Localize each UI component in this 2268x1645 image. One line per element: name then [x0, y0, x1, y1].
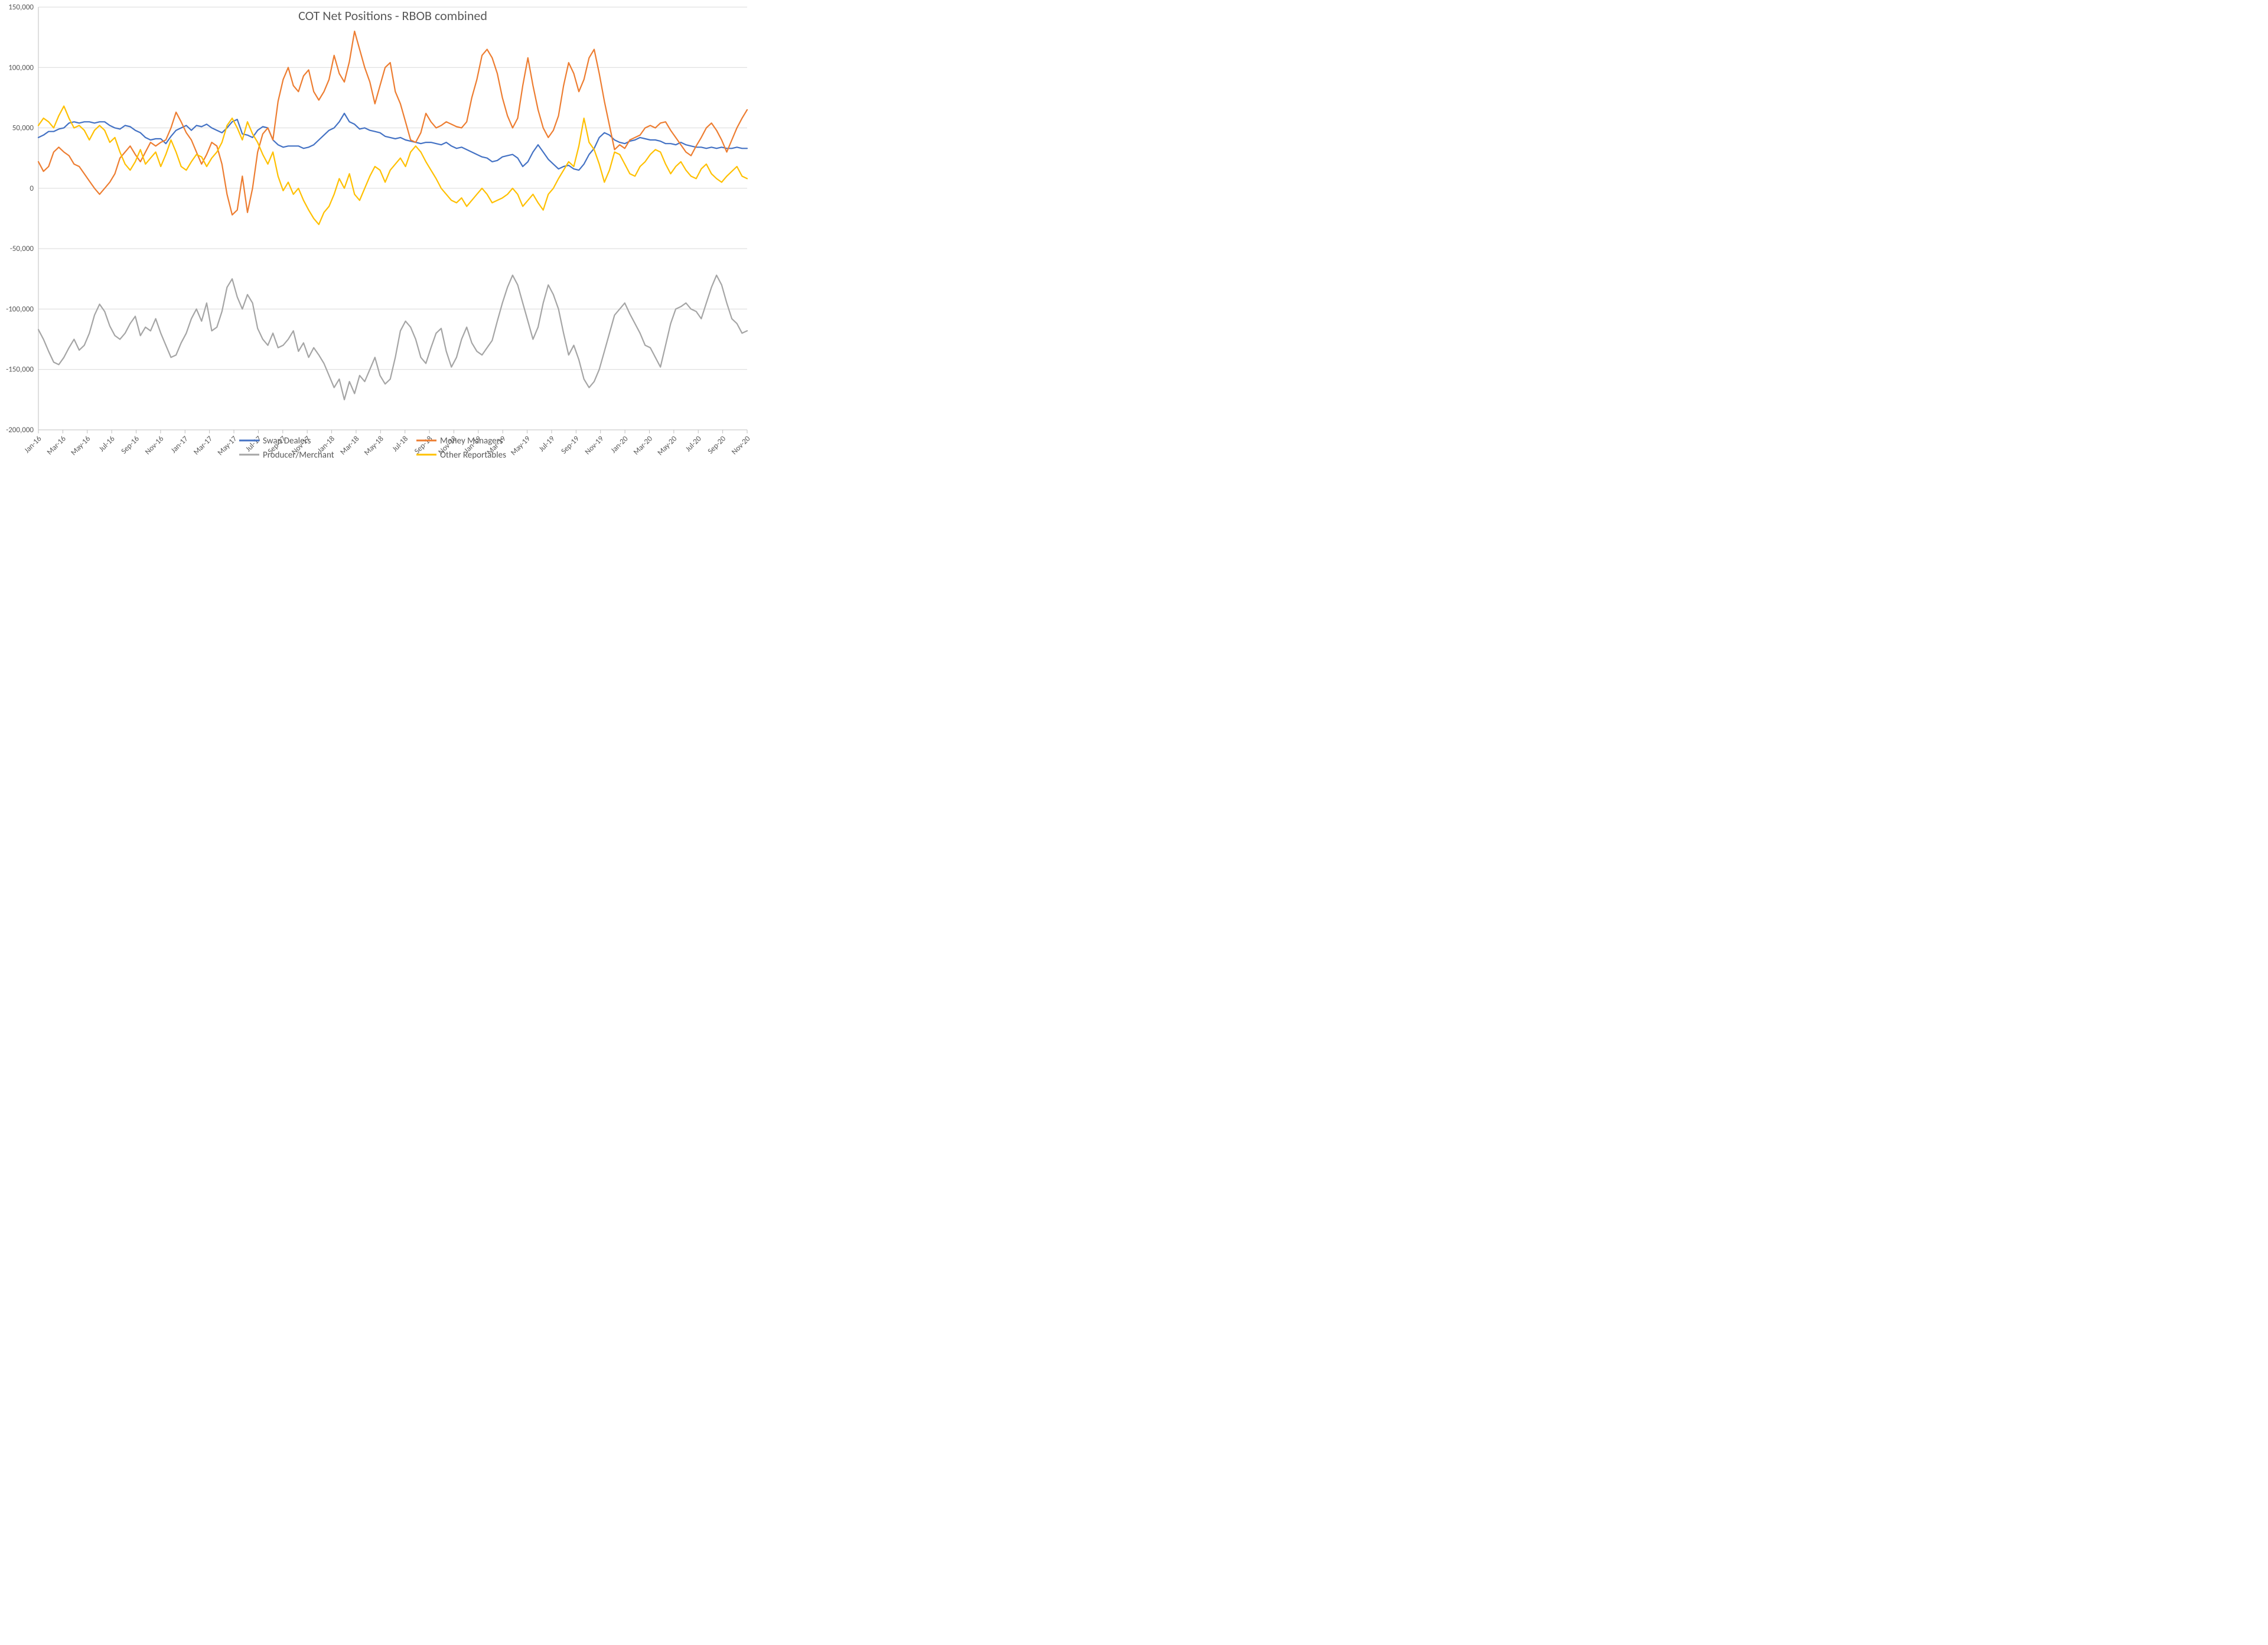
y-tick-label: 0 [30, 184, 34, 193]
chart-svg: -200,000 -150,000 -100,000 -50,000 0 50,000 10… [0, 0, 756, 548]
y-tick-label: -50,000 [10, 244, 34, 253]
y-tick-label: -100,000 [6, 305, 34, 314]
y-tick-label: 100,000 [8, 63, 34, 72]
legend-label-swap: Swap Dealers [263, 436, 311, 446]
y-tick-label: 50,000 [12, 124, 34, 133]
y-tick-label: -200,000 [6, 426, 34, 435]
chart-title: COT Net Positions - RBOB combined [298, 8, 487, 24]
legend-label-mm: Money Managers [440, 436, 503, 446]
legend-label-other: Other Reportables [440, 450, 506, 461]
legend-label-pm: Producer/Merchant [263, 450, 334, 461]
y-tick-label: 150,000 [8, 3, 34, 12]
cot-line-chart: -200,000 -150,000 -100,000 -50,000 0 50,000 10… [0, 0, 756, 548]
y-tick-label: -150,000 [6, 365, 34, 374]
